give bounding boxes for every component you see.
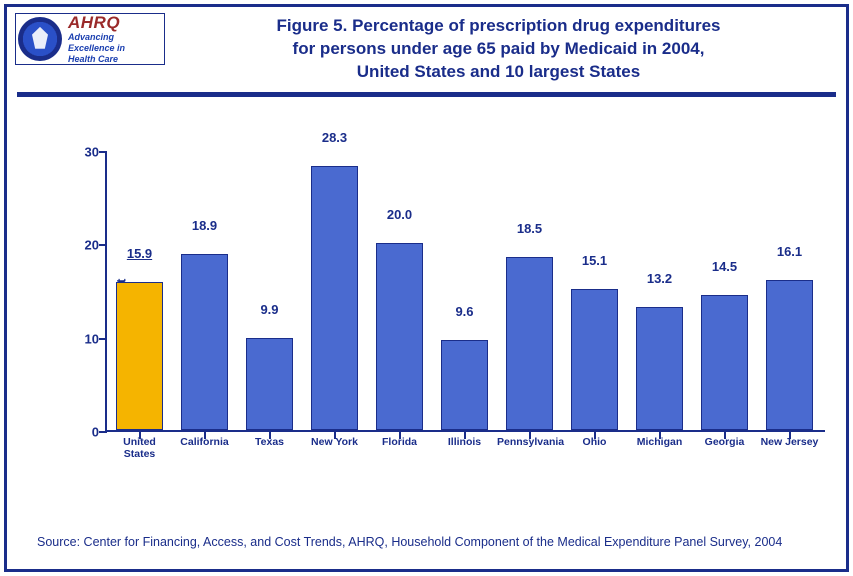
bar-value-label: 18.9 (172, 218, 237, 236)
source-citation: Source: Center for Financing, Access, an… (37, 535, 826, 549)
chart-area: Percent 15.918.99.928.320.09.618.515.113… (77, 152, 827, 452)
x-tick (724, 432, 726, 439)
header: AHRQ Advancing Excellence in Health Care… (7, 7, 846, 84)
y-tick-label: 20 (69, 238, 99, 253)
bar (441, 340, 488, 430)
ahrq-logo: AHRQ Advancing Excellence in Health Care (15, 13, 165, 65)
title-line-2: for persons under age 65 paid by Medicai… (165, 38, 832, 61)
bar-value-label: 15.9 (107, 246, 172, 264)
bar-value-label: 18.5 (497, 221, 562, 239)
figure-title: Figure 5. Percentage of prescription dru… (165, 13, 838, 84)
x-tick (659, 432, 661, 439)
x-tick (269, 432, 271, 439)
bar (571, 289, 618, 430)
bar-value-label: 14.5 (692, 259, 757, 277)
x-tick (529, 432, 531, 439)
hhs-seal-icon (18, 17, 62, 61)
bar-value-label: 20.0 (367, 207, 432, 225)
bar-value-label: 28.3 (302, 130, 367, 148)
y-tick (99, 151, 107, 153)
x-tick (139, 432, 141, 439)
bar (311, 166, 358, 430)
y-tick (99, 338, 107, 340)
y-tick-label: 30 (69, 145, 99, 160)
bar-value-label: 15.1 (562, 253, 627, 271)
logo-tagline-2: Excellence in (68, 44, 125, 53)
bar (116, 282, 163, 430)
logo-tagline-1: Advancing (68, 33, 125, 42)
bar (181, 254, 228, 430)
bar (246, 338, 293, 430)
bars-container: 15.918.99.928.320.09.618.515.113.214.516… (107, 152, 825, 430)
x-tick (399, 432, 401, 439)
title-line-3: United States and 10 largest States (165, 61, 832, 84)
bar (701, 295, 748, 430)
bar-value-label: 16.1 (757, 244, 822, 262)
x-tick (334, 432, 336, 439)
bar-value-label: 13.2 (627, 271, 692, 289)
x-tick (464, 432, 466, 439)
figure-frame: AHRQ Advancing Excellence in Health Care… (4, 4, 849, 572)
y-tick-label: 0 (69, 425, 99, 440)
y-tick (99, 431, 107, 433)
bar (376, 243, 423, 430)
title-line-1: Figure 5. Percentage of prescription dru… (165, 15, 832, 38)
category-label: UnitedStates (107, 436, 172, 460)
logo-text: AHRQ Advancing Excellence in Health Care (68, 14, 125, 64)
bar-value-label: 9.6 (432, 304, 497, 322)
x-tick (594, 432, 596, 439)
bar (506, 257, 553, 430)
plot: 15.918.99.928.320.09.618.515.113.214.516… (105, 152, 825, 432)
logo-brand: AHRQ (68, 14, 125, 31)
bar (636, 307, 683, 430)
x-tick (789, 432, 791, 439)
y-tick (99, 244, 107, 246)
x-tick (204, 432, 206, 439)
logo-tagline-3: Health Care (68, 55, 125, 64)
y-tick-label: 10 (69, 331, 99, 346)
bar (766, 280, 813, 430)
divider-rule (17, 92, 836, 97)
bar-value-label: 9.9 (237, 302, 302, 320)
